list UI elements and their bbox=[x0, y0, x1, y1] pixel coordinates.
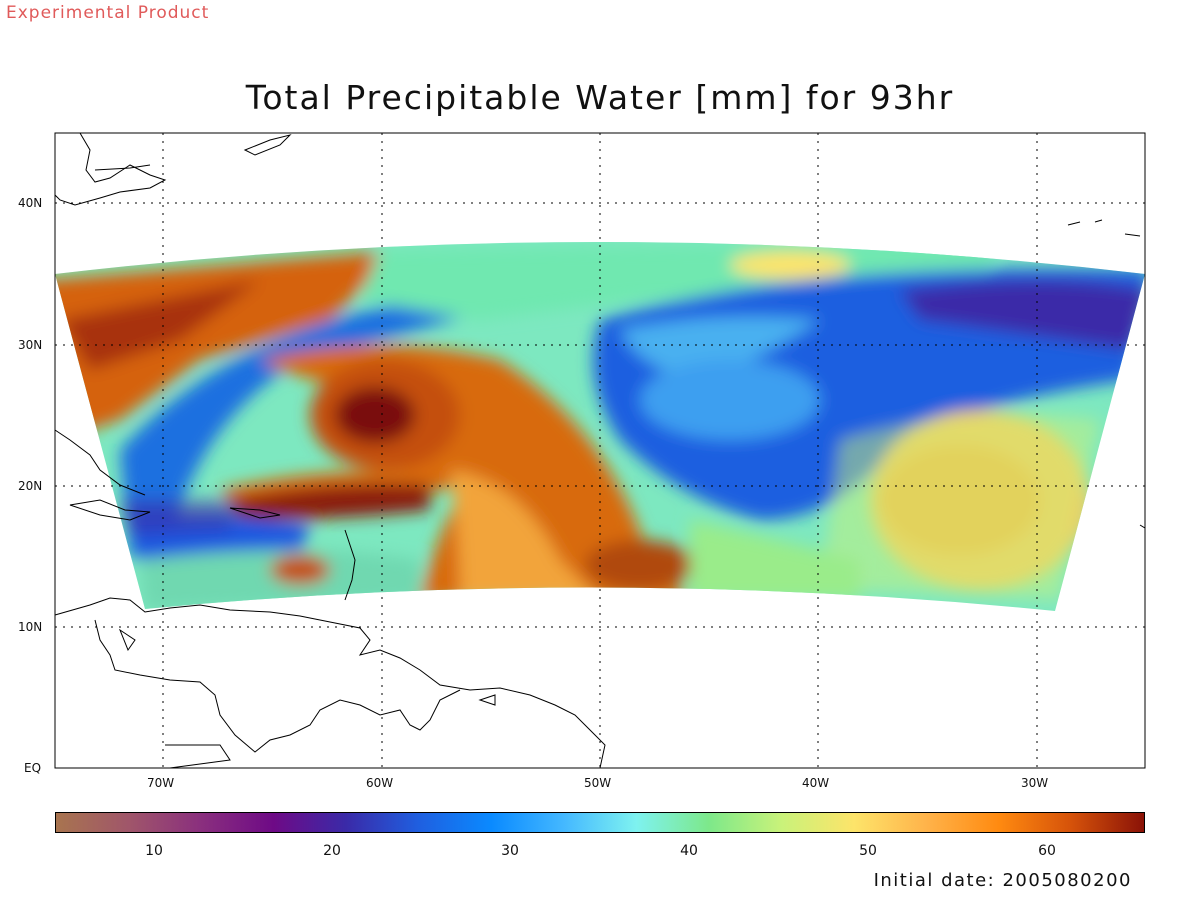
lon-label-60w: 60W bbox=[366, 776, 394, 790]
lon-label-30w: 30W bbox=[1021, 776, 1049, 790]
colorbar-label-60: 60 bbox=[1038, 843, 1056, 859]
lat-label-20n: 20N bbox=[18, 479, 43, 493]
colorbar-label-10: 10 bbox=[145, 843, 163, 859]
initial-date: Initial date: 2005080200 bbox=[873, 870, 1132, 891]
coastlines bbox=[54, 132, 1146, 769]
colorbar-label-50: 50 bbox=[859, 843, 877, 859]
colorbar-label-30: 30 bbox=[501, 843, 519, 859]
tpw-map bbox=[54, 132, 1146, 769]
colorbar-label-40: 40 bbox=[680, 843, 698, 859]
lon-label-40w: 40W bbox=[802, 776, 830, 790]
lat-label-eq: EQ bbox=[24, 761, 42, 775]
lat-label-30n: 30N bbox=[18, 338, 43, 352]
lat-label-40n: 40N bbox=[18, 196, 43, 210]
experimental-product-label: Experimental Product bbox=[6, 3, 210, 23]
lat-label-10n: 10N bbox=[18, 620, 43, 634]
map-title: Total Precipitable Water [mm] for 93hr bbox=[245, 78, 955, 117]
color-scale-bar bbox=[55, 812, 1145, 833]
lon-label-50w: 50W bbox=[584, 776, 612, 790]
colorbar-label-20: 20 bbox=[323, 843, 341, 859]
precipitable-water-field bbox=[55, 242, 1145, 611]
graticule bbox=[55, 133, 1145, 768]
lon-label-70w: 70W bbox=[147, 776, 175, 790]
